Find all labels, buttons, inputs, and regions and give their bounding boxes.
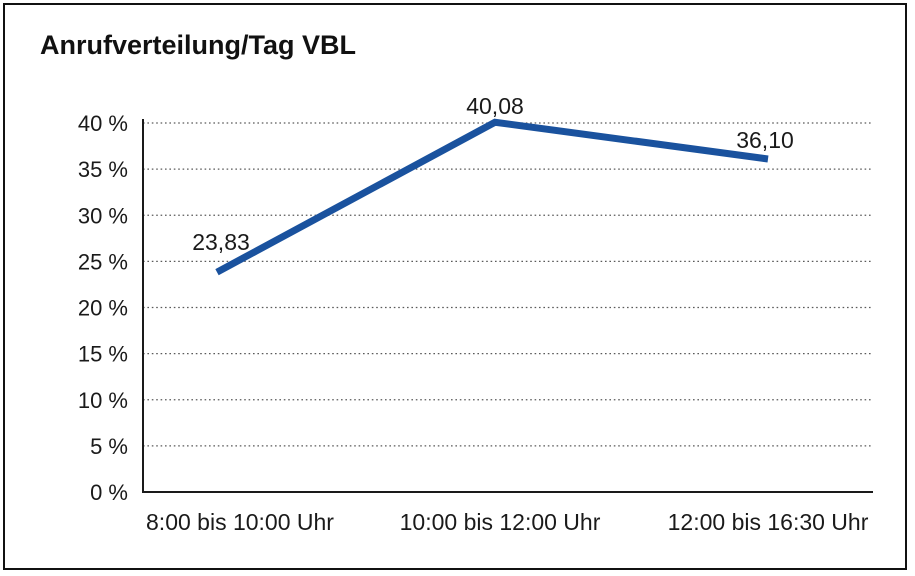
- y-tick-label: 15 %: [78, 342, 128, 367]
- x-category-label: 8:00 bis 10:00 Uhr: [146, 509, 334, 535]
- point-label: 23,83: [192, 229, 250, 255]
- point-label: 40,08: [466, 93, 524, 119]
- data-line: [215, 118, 769, 276]
- chart-title: Anrufverteilung/Tag VBL: [40, 30, 357, 60]
- y-tick-label: 0 %: [90, 480, 128, 505]
- point-label: 36,10: [736, 127, 794, 153]
- y-tick-label: 5 %: [90, 434, 128, 459]
- x-category-label: 12:00 bis 16:30 Uhr: [668, 509, 869, 535]
- x-category-label: 10:00 bis 12:00 Uhr: [400, 509, 601, 535]
- y-tick-label: 30 %: [78, 203, 128, 228]
- y-tick-label: 35 %: [78, 157, 128, 182]
- y-tick-label: 20 %: [78, 296, 128, 321]
- y-tick-label: 10 %: [78, 388, 128, 413]
- y-tick-label: 25 %: [78, 249, 128, 274]
- y-tick-label: 40 %: [78, 111, 128, 136]
